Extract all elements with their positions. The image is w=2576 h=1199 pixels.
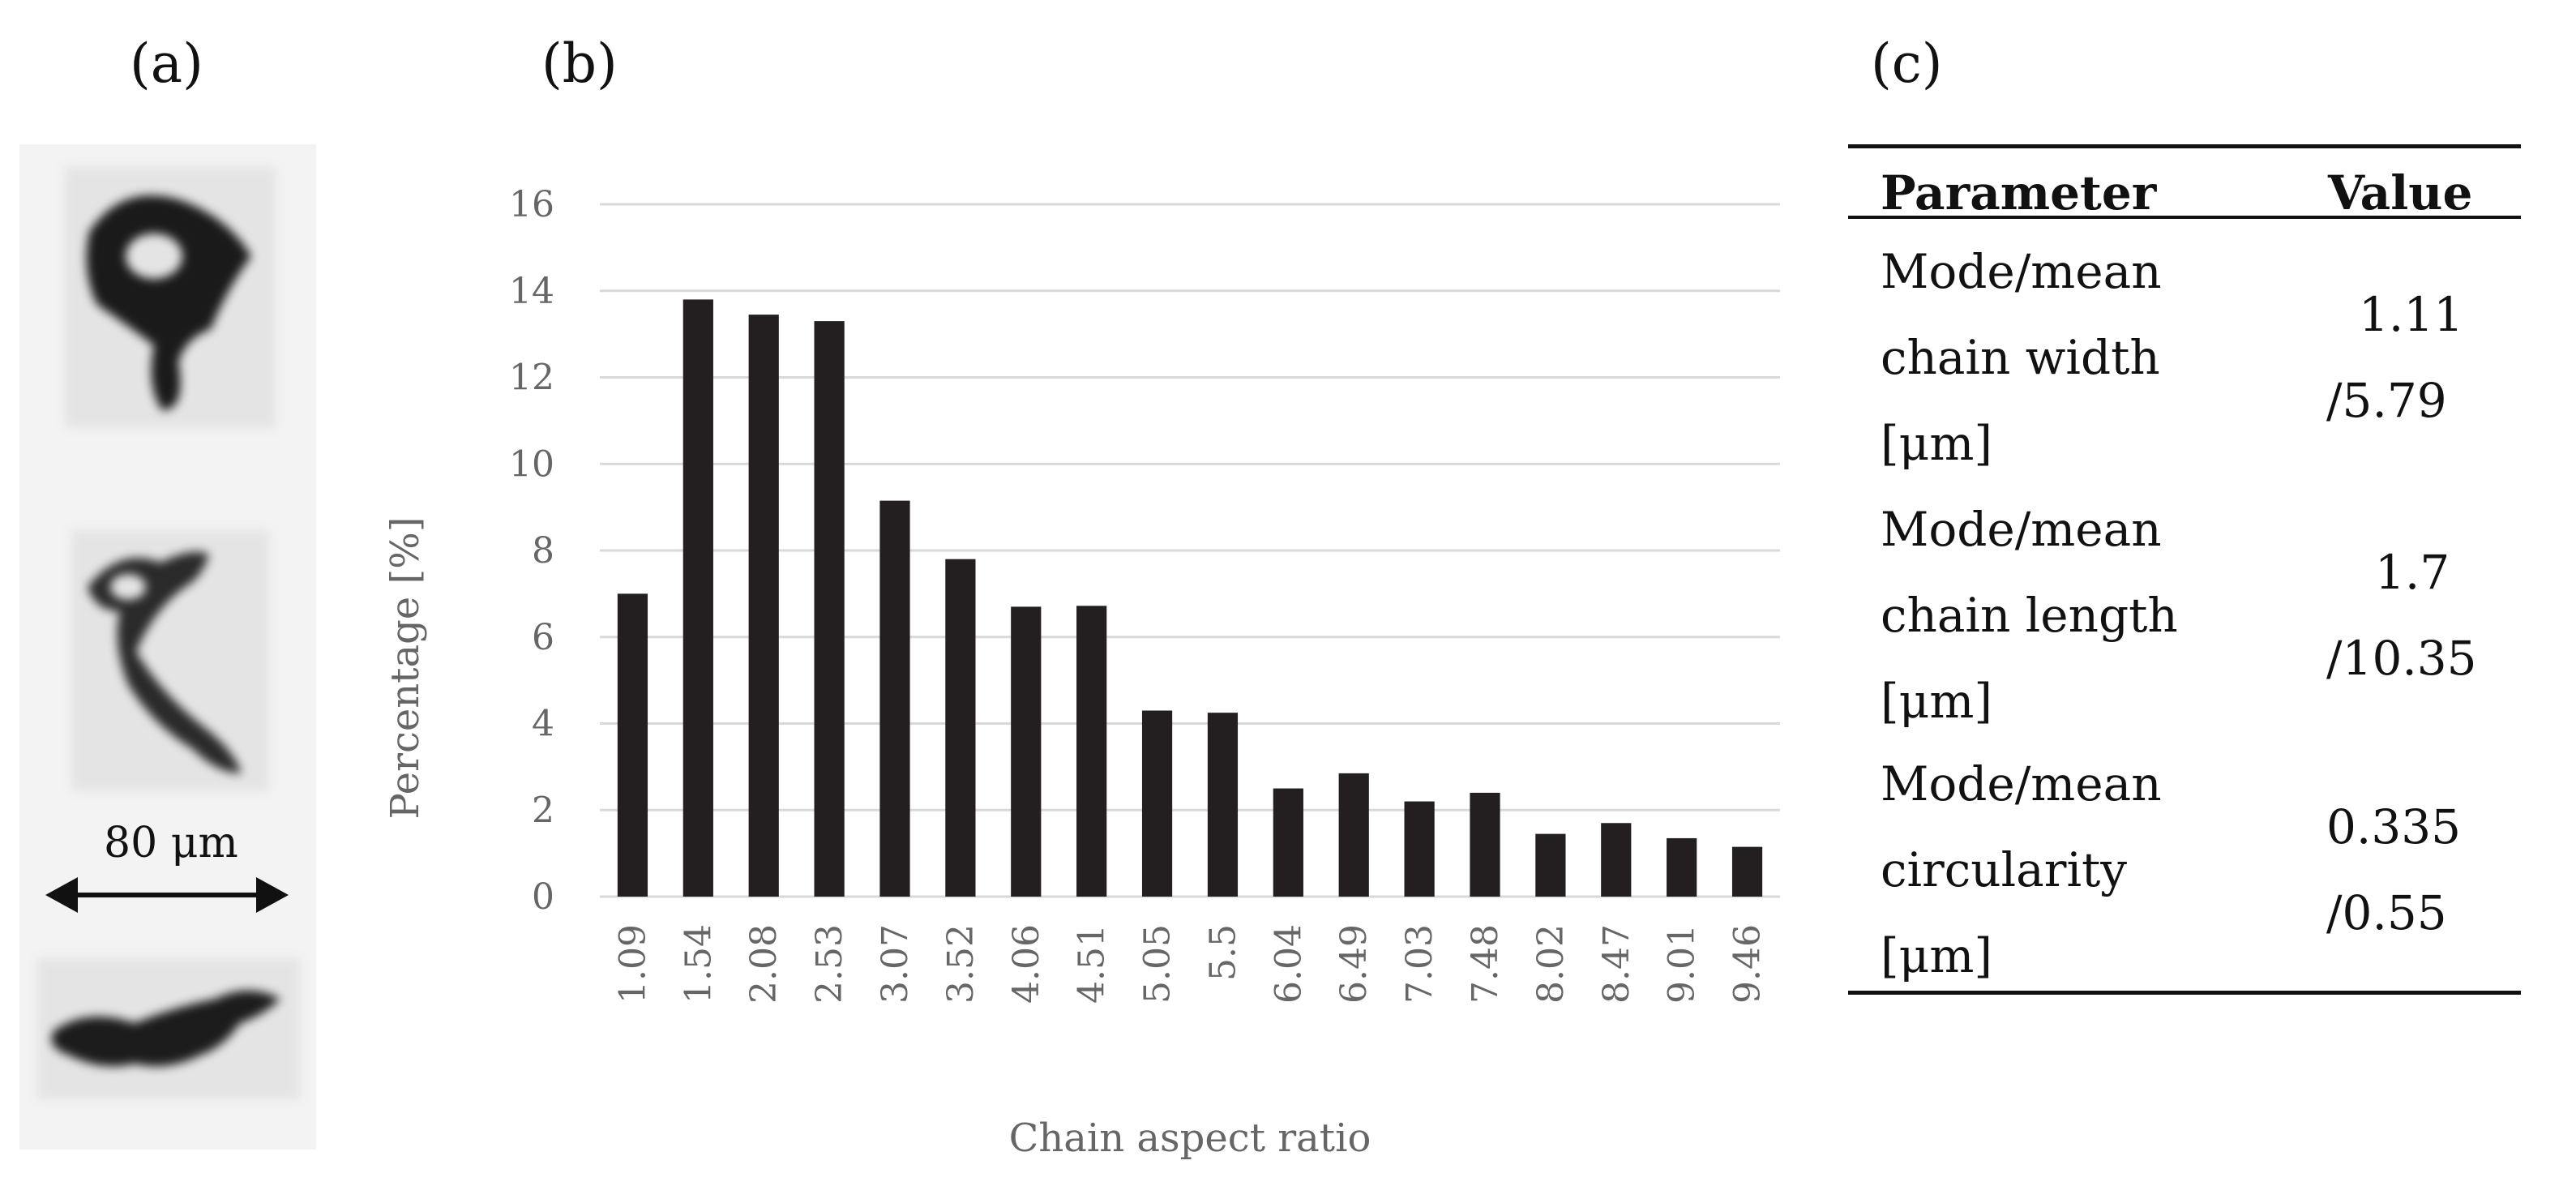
bar-9.01 bbox=[1667, 837, 1697, 897]
bar-8.47 bbox=[1601, 823, 1632, 897]
x-axis-ticks: 1.09 1.54 2.08 2.53 3.07 3.52 4.06 4.51 5.05 5.5 6… bbox=[612, 924, 1768, 1004]
x-tick-label: 5.5 bbox=[1202, 924, 1243, 981]
bar-9.46 bbox=[1731, 846, 1763, 897]
x-tick-label: 7.03 bbox=[1399, 924, 1440, 1004]
chart-bars bbox=[617, 299, 1763, 897]
panel-a-label: (a) bbox=[130, 32, 203, 95]
y-axis-ticks: 0 2 4 6 8 10 12 14 16 bbox=[509, 184, 554, 918]
y-tick-label: 4 bbox=[532, 704, 554, 745]
row-1-parameter: Mode/mean chain width [μm] bbox=[1881, 229, 2278, 486]
y-axis-title: Percentage [%] bbox=[383, 516, 428, 819]
y-tick-label: 0 bbox=[532, 876, 554, 918]
row-2-value-line-1: 1.7 bbox=[2375, 545, 2450, 600]
row-2-value-line-2: /10.35 bbox=[2326, 631, 2477, 686]
x-tick-label: 9.46 bbox=[1727, 924, 1769, 1004]
chart-gridlines bbox=[600, 203, 1780, 898]
x-tick-label: 1.09 bbox=[612, 924, 653, 1004]
row-3-param-line-3: [μm] bbox=[1881, 928, 1992, 983]
row-3-param-line-1: Mode/mean bbox=[1881, 756, 2162, 811]
x-tick-label: 3.52 bbox=[940, 924, 982, 1004]
table-bottom-rule bbox=[1848, 991, 2521, 995]
bar-2.53 bbox=[814, 321, 845, 897]
bar-5.05 bbox=[1141, 710, 1173, 897]
micrograph-particle-3 bbox=[37, 958, 300, 1099]
x-tick-label: 8.47 bbox=[1596, 924, 1637, 1004]
x-tick-label: 8.02 bbox=[1530, 924, 1572, 1004]
row-1-param-line-1: Mode/mean bbox=[1881, 244, 2162, 299]
table-header-rule bbox=[1848, 216, 2521, 219]
row-2-value: 1.7 /10.35 bbox=[2326, 529, 2477, 701]
bar-4.51 bbox=[1076, 606, 1107, 897]
table-top-rule bbox=[1848, 144, 2521, 148]
x-tick-label: 5.05 bbox=[1137, 924, 1179, 1004]
y-tick-label: 14 bbox=[509, 271, 554, 312]
x-tick-label: 2.53 bbox=[809, 924, 850, 1004]
row-3-value: 0.335 /0.55 bbox=[2326, 784, 2461, 956]
bar-1.54 bbox=[683, 299, 713, 897]
bar-6.49 bbox=[1338, 773, 1369, 897]
row-1-param-line-3: [μm] bbox=[1881, 416, 1992, 471]
y-tick-label: 2 bbox=[532, 790, 554, 831]
scale-bar-arrow bbox=[45, 877, 289, 913]
bar-3.52 bbox=[945, 559, 976, 897]
x-tick-label: 6.04 bbox=[1268, 924, 1309, 1004]
row-1-value-line-2: /5.79 bbox=[2326, 373, 2447, 428]
x-axis-title: Chain aspect ratio bbox=[1009, 1115, 1371, 1161]
y-tick-label: 12 bbox=[509, 358, 554, 399]
x-tick-label: 9.01 bbox=[1662, 924, 1703, 1004]
panel-b-label: (b) bbox=[541, 32, 618, 95]
panel-c-label: (c) bbox=[1871, 32, 1943, 95]
bar-1.09 bbox=[617, 593, 648, 897]
row-1-value: 1.11 /5.79 bbox=[2326, 272, 2463, 443]
row-3-param-line-2: circularity bbox=[1881, 842, 2128, 897]
row-2-param-line-3: [μm] bbox=[1881, 674, 1992, 729]
bar-6.04 bbox=[1273, 788, 1303, 897]
row-1-param-line-2: chain width bbox=[1881, 330, 2160, 385]
header-value: Value bbox=[2328, 165, 2473, 221]
y-tick-label: 8 bbox=[532, 530, 554, 572]
x-tick-label: 6.49 bbox=[1333, 924, 1375, 1004]
y-tick-label: 6 bbox=[532, 617, 554, 658]
bar-8.02 bbox=[1535, 833, 1566, 897]
row-1-value-line-1: 1.11 bbox=[2359, 287, 2464, 342]
scale-bar-label: 80 μm bbox=[104, 819, 238, 867]
x-tick-label: 7.48 bbox=[1465, 924, 1506, 1004]
bar-7.03 bbox=[1404, 801, 1435, 897]
micrograph-particle-2 bbox=[71, 530, 269, 791]
x-tick-label: 2.08 bbox=[743, 924, 785, 1004]
micrograph-particle-1 bbox=[65, 167, 276, 428]
bar-2.08 bbox=[748, 315, 779, 897]
row-3-parameter: Mode/mean circularity [μm] bbox=[1881, 741, 2278, 999]
x-tick-label: 4.51 bbox=[1072, 924, 1113, 1004]
x-tick-label: 1.54 bbox=[678, 924, 719, 1004]
row-2-parameter: Mode/mean chain length [μm] bbox=[1881, 486, 2278, 744]
row-2-param-line-1: Mode/mean bbox=[1881, 502, 2162, 557]
y-tick-label: 16 bbox=[509, 184, 554, 225]
bar-3.07 bbox=[879, 500, 910, 897]
y-tick-label: 10 bbox=[509, 443, 554, 485]
row-3-value-line-1: 0.335 bbox=[2326, 799, 2462, 854]
bar-7.48 bbox=[1470, 792, 1500, 897]
x-tick-label: 4.06 bbox=[1006, 924, 1047, 1004]
row-2-param-line-2: chain length bbox=[1881, 588, 2178, 643]
x-tick-label: 3.07 bbox=[875, 924, 916, 1004]
bar-4.06 bbox=[1011, 606, 1042, 897]
header-parameter: Parameter bbox=[1881, 165, 2157, 221]
bar-5.5 bbox=[1207, 713, 1239, 897]
row-3-value-line-2: /0.55 bbox=[2326, 885, 2447, 940]
